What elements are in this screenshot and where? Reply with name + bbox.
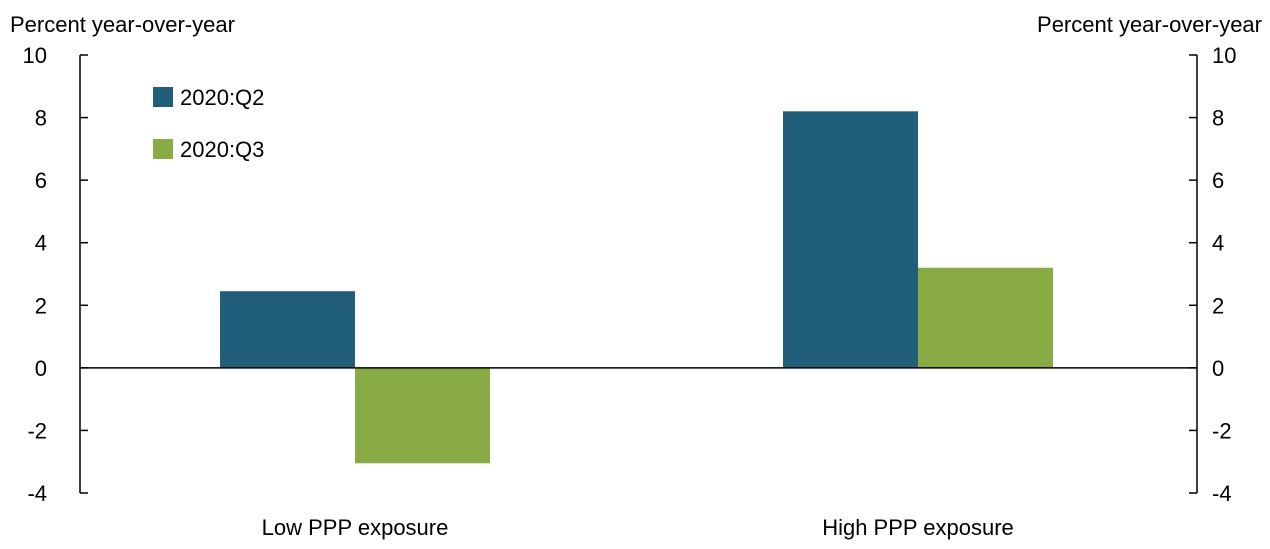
y-axis-label-right: Percent year-over-year <box>1037 12 1262 37</box>
legend-swatch <box>153 139 173 159</box>
y-tick-label-right: -4 <box>1212 481 1232 506</box>
legend-swatch <box>153 87 173 107</box>
y-tick-label-left: -4 <box>27 481 47 506</box>
y-tick-label-right: 10 <box>1212 43 1236 68</box>
y-tick-label-left: 4 <box>35 231 47 256</box>
y-tick-label-right: -2 <box>1212 418 1232 443</box>
x-category-label: Low PPP exposure <box>262 515 449 540</box>
y-tick-label-right: 4 <box>1212 231 1224 256</box>
y-tick-label-right: 8 <box>1212 106 1224 131</box>
bar-2020q3-0 <box>355 367 490 464</box>
y-tick-label-right: 2 <box>1212 293 1224 318</box>
y-tick-label-left: 10 <box>23 43 47 68</box>
y-axis-label-left: Percent year-over-year <box>10 12 235 37</box>
y-tick-label-left: -2 <box>27 418 47 443</box>
bar-2020q3-1 <box>918 267 1053 368</box>
y-tick-label-left: 8 <box>35 106 47 131</box>
y-tick-label-right: 6 <box>1212 168 1224 193</box>
bar-2020q2-0 <box>220 291 355 368</box>
y-tick-label-right: 0 <box>1212 356 1224 381</box>
y-tick-label-left: 0 <box>35 356 47 381</box>
x-category-label: High PPP exposure <box>822 515 1014 540</box>
y-tick-label-left: 2 <box>35 293 47 318</box>
bar-2020q2-1 <box>783 111 918 368</box>
legend-label: 2020:Q2 <box>180 85 264 110</box>
legend-label: 2020:Q3 <box>180 137 264 162</box>
y-tick-label-left: 6 <box>35 168 47 193</box>
